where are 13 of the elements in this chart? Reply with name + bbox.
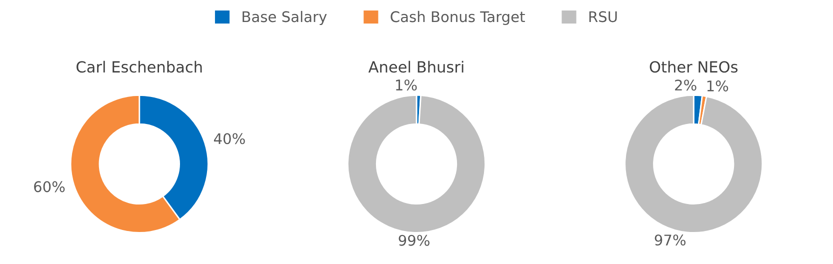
data-label: 2% — [675, 80, 696, 91]
chart-title: Other NEOs — [650, 60, 738, 73]
text: Carl Eschenbach — [76, 60, 202, 73]
chart-title: Aneel Bhusri — [368, 60, 464, 73]
data-label: 1% — [707, 80, 728, 92]
data-label: 40% — [214, 133, 245, 144]
data-label: 97% — [654, 234, 686, 246]
data-label: 99% — [398, 234, 430, 246]
legend-label: Base Salary — [242, 10, 327, 26]
data-label: 1% — [396, 79, 417, 91]
data-label: 60% — [34, 181, 65, 192]
legend-label: RSU — [589, 11, 617, 22]
legend-label: Cash Bonus Target — [390, 10, 525, 26]
